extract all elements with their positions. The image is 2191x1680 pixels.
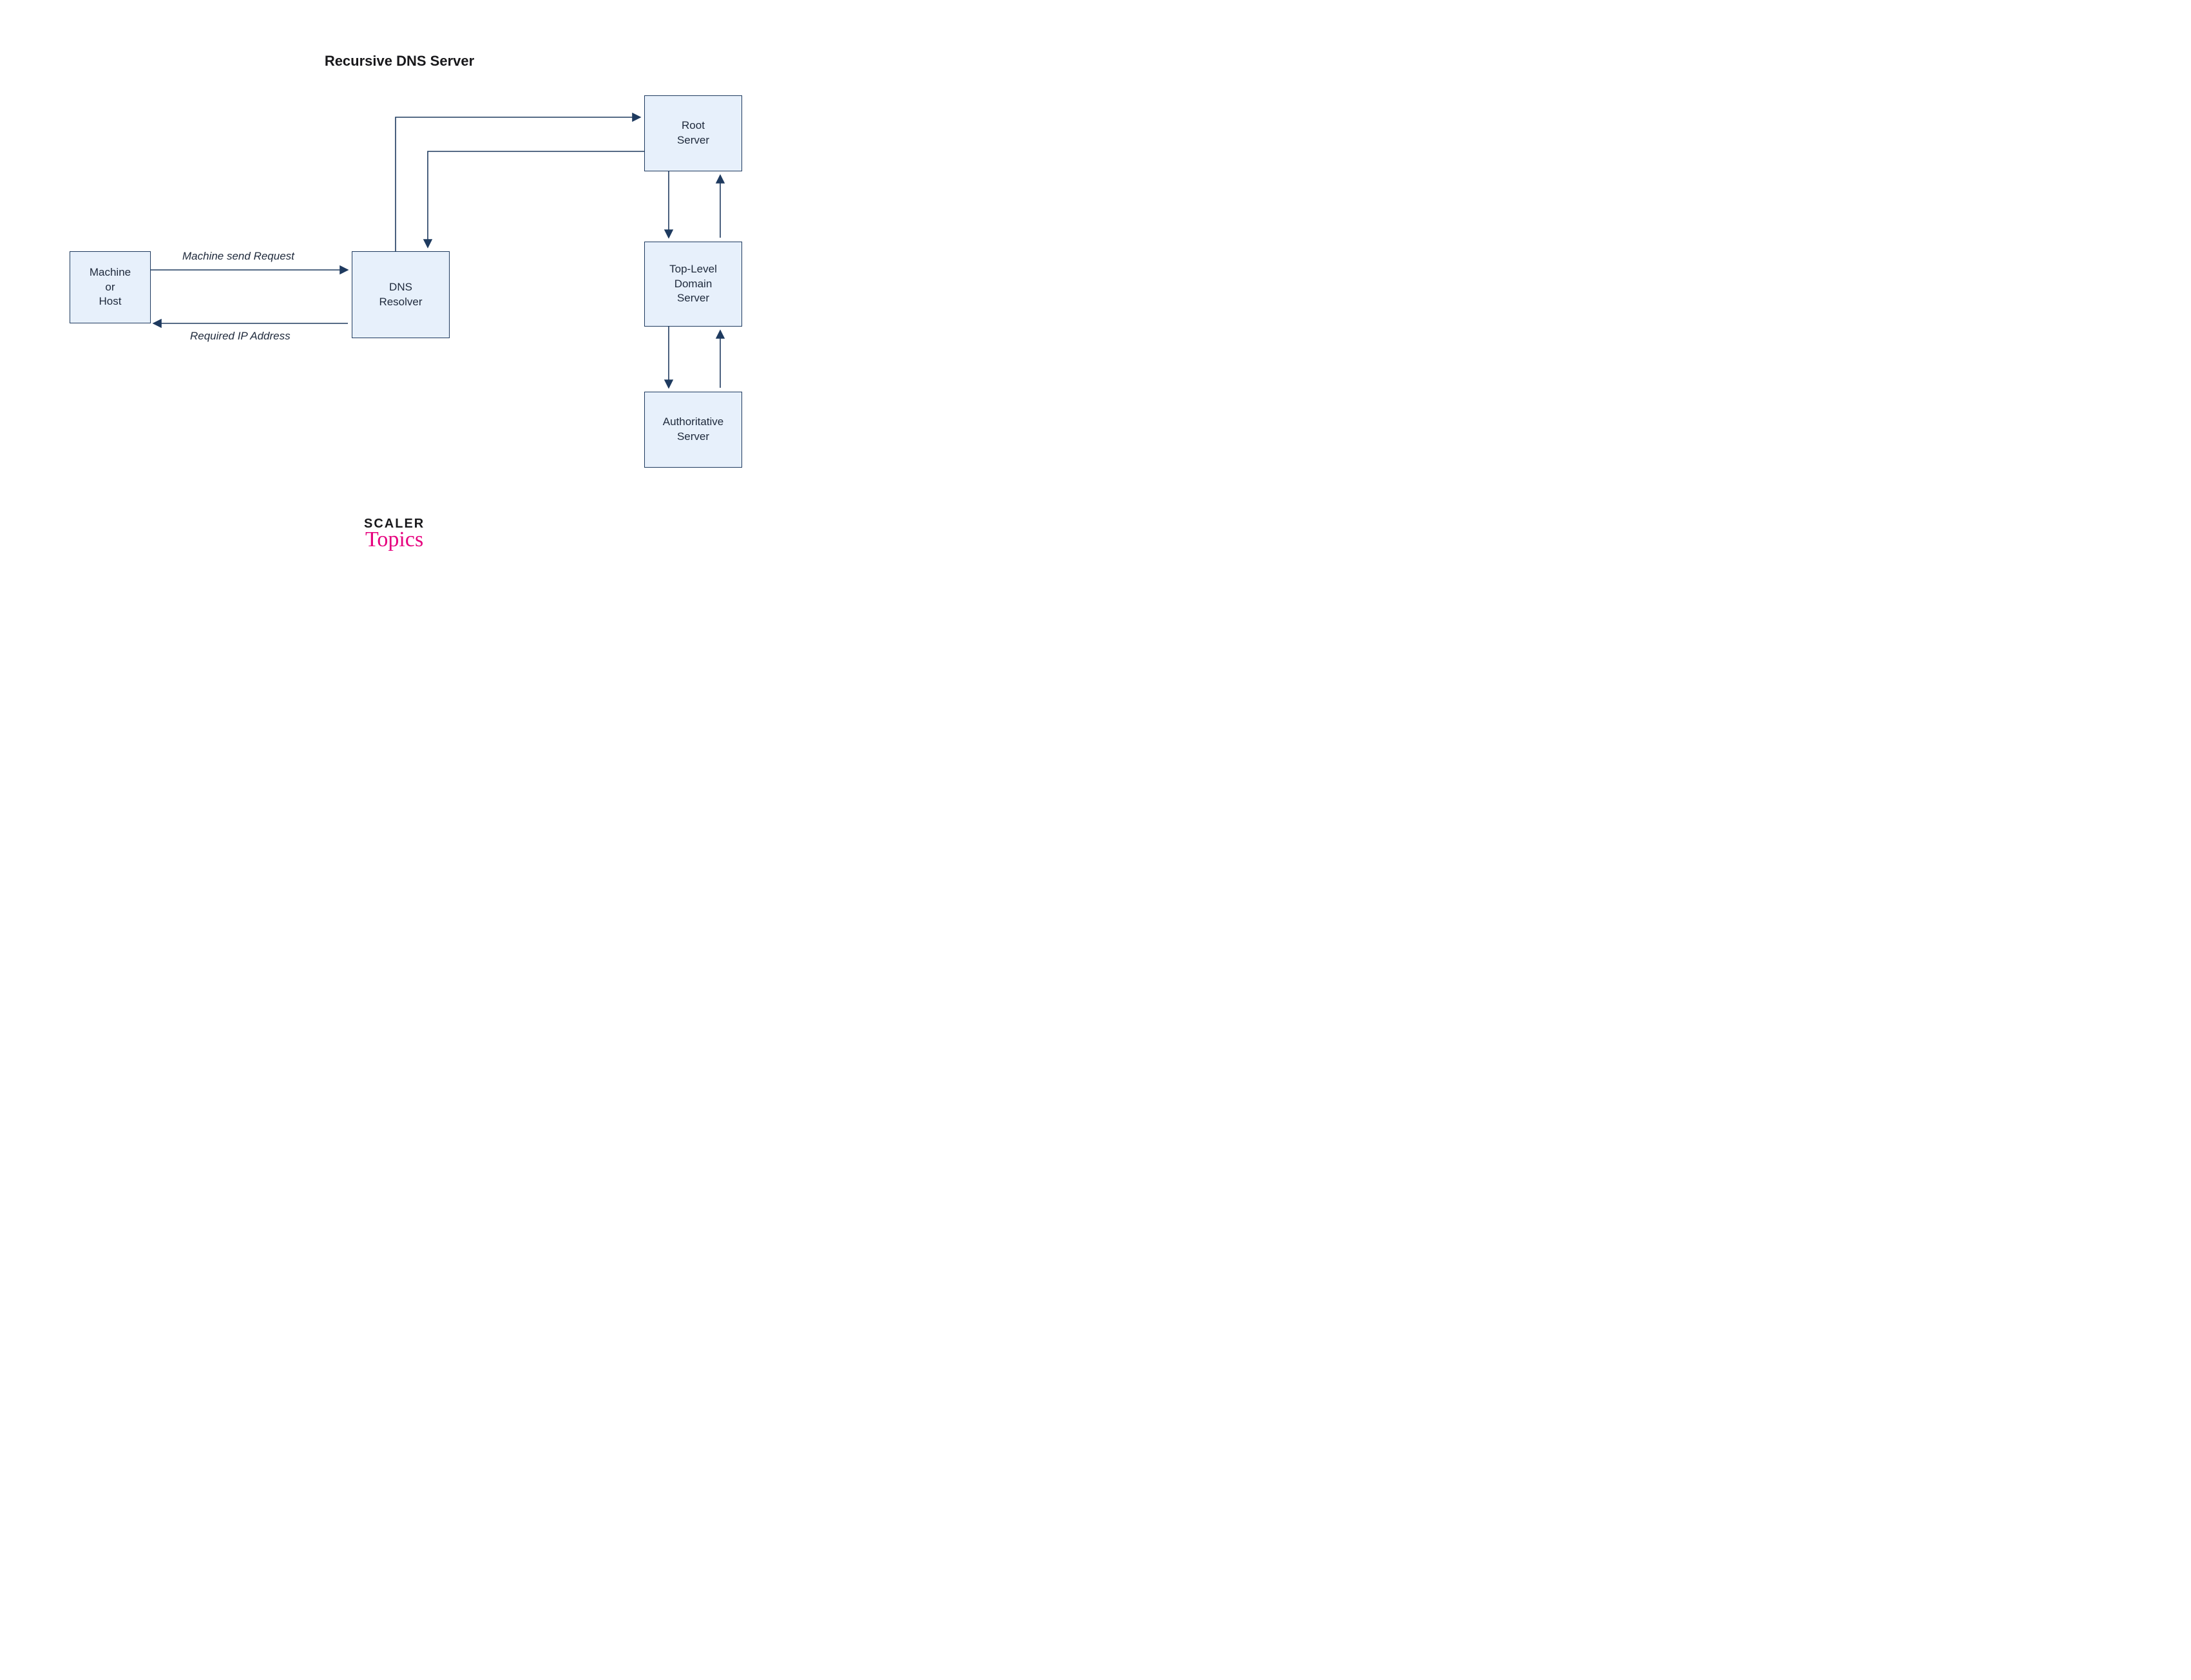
logo-line2: Topics <box>364 528 425 552</box>
edge-label-machine-resolver: Machine send Request <box>182 250 294 263</box>
diagram-title: Recursive DNS Server <box>0 53 799 70</box>
edge-label-resolver-machine: Required IP Address <box>190 330 291 343</box>
node-tld: Top-LevelDomainServer <box>644 242 742 327</box>
node-auth: AuthoritativeServer <box>644 392 742 468</box>
node-machine: MachineorHost <box>70 251 151 323</box>
brand-logo: SCALER Topics <box>364 517 425 552</box>
edge-resolver-to-root <box>396 117 640 251</box>
node-root: RootServer <box>644 95 742 171</box>
edge-root-to-resolver <box>428 151 644 247</box>
node-resolver: DNSResolver <box>352 251 450 338</box>
